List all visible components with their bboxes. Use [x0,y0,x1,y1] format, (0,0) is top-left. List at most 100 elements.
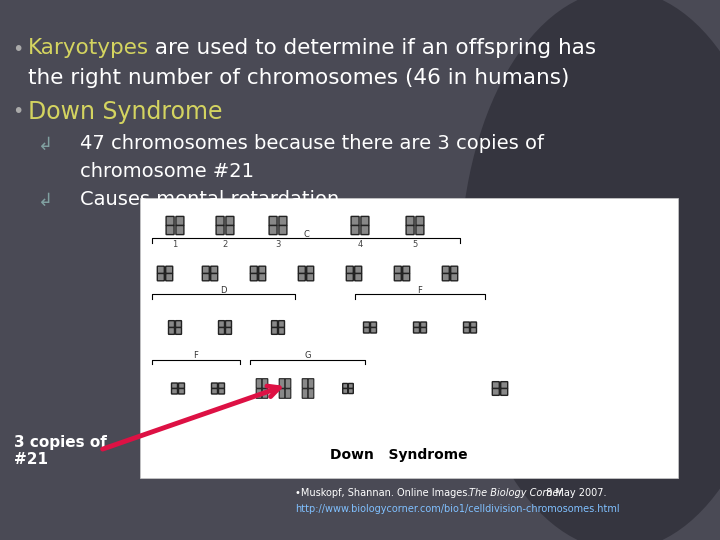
FancyBboxPatch shape [302,379,308,388]
FancyBboxPatch shape [176,217,184,226]
FancyBboxPatch shape [413,327,420,333]
FancyBboxPatch shape [251,273,257,281]
Bar [140,198,678,478]
Text: 8 May 2007.: 8 May 2007. [543,488,606,498]
FancyBboxPatch shape [225,327,232,334]
FancyBboxPatch shape [395,266,401,273]
Text: 47 chromosomes because there are 3 copies of: 47 chromosomes because there are 3 copie… [80,134,544,153]
FancyBboxPatch shape [361,226,369,234]
FancyBboxPatch shape [420,322,426,327]
FancyBboxPatch shape [256,389,262,399]
FancyBboxPatch shape [285,389,291,399]
Text: D: D [220,286,227,295]
FancyBboxPatch shape [166,226,174,234]
FancyBboxPatch shape [251,266,257,273]
Text: •: • [12,40,23,59]
FancyBboxPatch shape [211,273,217,281]
FancyBboxPatch shape [442,266,449,273]
Text: the right number of chromosomes (46 in humans): the right number of chromosomes (46 in h… [28,68,570,88]
FancyBboxPatch shape [406,226,414,234]
Text: 1: 1 [172,240,178,249]
FancyBboxPatch shape [226,226,234,234]
FancyBboxPatch shape [176,327,181,334]
FancyBboxPatch shape [168,327,174,334]
FancyBboxPatch shape [171,383,178,388]
FancyBboxPatch shape [395,273,401,281]
FancyBboxPatch shape [262,379,268,388]
Text: The Biology Corner.: The Biology Corner. [469,488,564,498]
FancyBboxPatch shape [343,383,348,388]
Text: ↲: ↲ [38,136,53,154]
FancyBboxPatch shape [451,266,458,273]
FancyBboxPatch shape [171,388,178,394]
FancyBboxPatch shape [361,217,369,226]
Text: ↲: ↲ [38,192,53,210]
Text: •: • [12,102,23,121]
FancyBboxPatch shape [166,273,173,281]
FancyBboxPatch shape [464,322,469,327]
FancyBboxPatch shape [258,273,266,281]
FancyBboxPatch shape [212,383,217,388]
FancyBboxPatch shape [157,273,164,281]
FancyBboxPatch shape [346,273,354,281]
FancyBboxPatch shape [307,266,314,273]
FancyBboxPatch shape [166,217,174,226]
FancyBboxPatch shape [279,217,287,226]
FancyBboxPatch shape [348,383,354,388]
FancyBboxPatch shape [269,226,277,234]
FancyBboxPatch shape [279,379,285,388]
FancyBboxPatch shape [216,226,224,234]
FancyBboxPatch shape [364,327,369,333]
FancyBboxPatch shape [212,388,217,394]
Text: Down   Syndrome: Down Syndrome [330,448,468,462]
FancyBboxPatch shape [406,217,414,226]
Text: 2: 2 [222,240,228,249]
Text: Karyotypes: Karyotypes [28,38,149,58]
FancyBboxPatch shape [464,327,469,333]
FancyBboxPatch shape [351,226,359,234]
Text: http://www.biologycorner.com/bio1/celldivision-chromosomes.html: http://www.biologycorner.com/bio1/celldi… [295,504,620,514]
FancyBboxPatch shape [218,321,225,327]
Text: G: G [305,351,311,360]
Text: chromosome #21: chromosome #21 [80,162,254,181]
FancyBboxPatch shape [279,327,284,334]
FancyBboxPatch shape [348,388,354,394]
FancyBboxPatch shape [402,266,410,273]
FancyBboxPatch shape [271,321,277,327]
FancyBboxPatch shape [279,321,284,327]
FancyBboxPatch shape [298,266,305,273]
FancyBboxPatch shape [308,379,314,388]
FancyBboxPatch shape [168,321,174,327]
Text: 4: 4 [357,240,363,249]
FancyBboxPatch shape [470,322,477,327]
Text: are used to determine if an offspring has: are used to determine if an offspring ha… [148,38,596,58]
FancyBboxPatch shape [451,273,458,281]
FancyBboxPatch shape [371,327,377,333]
Text: Down Syndrome: Down Syndrome [28,100,222,124]
FancyBboxPatch shape [179,383,184,388]
FancyBboxPatch shape [216,217,224,226]
FancyBboxPatch shape [218,383,225,388]
FancyBboxPatch shape [225,321,232,327]
Text: F: F [194,351,199,360]
FancyBboxPatch shape [500,382,508,388]
FancyBboxPatch shape [269,217,277,226]
FancyBboxPatch shape [279,389,285,399]
FancyBboxPatch shape [218,388,225,394]
FancyBboxPatch shape [355,266,361,273]
Text: Causes mental retardation: Causes mental retardation [80,190,339,209]
FancyBboxPatch shape [262,389,268,399]
FancyBboxPatch shape [346,266,354,273]
Text: 5: 5 [413,240,418,249]
FancyBboxPatch shape [271,327,277,334]
FancyBboxPatch shape [371,322,377,327]
FancyBboxPatch shape [166,266,173,273]
FancyBboxPatch shape [355,273,361,281]
FancyBboxPatch shape [364,322,369,327]
FancyBboxPatch shape [416,217,424,226]
Text: 3: 3 [275,240,281,249]
FancyBboxPatch shape [308,389,314,399]
FancyBboxPatch shape [343,388,348,394]
FancyBboxPatch shape [500,388,508,395]
FancyBboxPatch shape [258,266,266,273]
